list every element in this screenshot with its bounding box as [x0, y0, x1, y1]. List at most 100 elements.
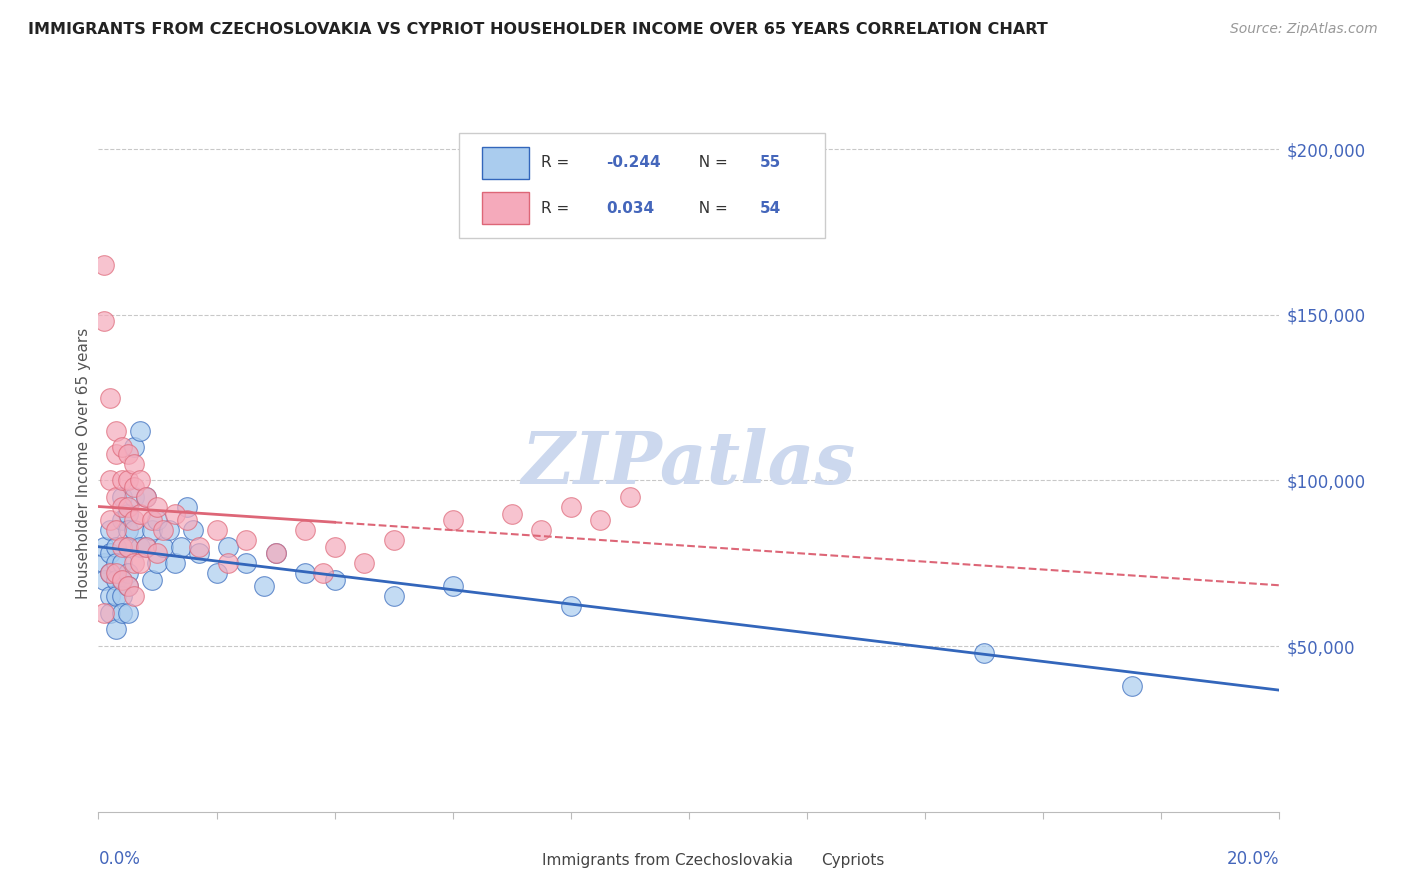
Point	[98, 523, 121, 537]
Point	[117, 447, 139, 461]
Point	[117, 500, 139, 514]
Point	[146, 500, 169, 514]
FancyBboxPatch shape	[506, 847, 536, 874]
Point	[141, 523, 163, 537]
Point	[217, 556, 239, 570]
Point	[141, 513, 163, 527]
Point	[135, 540, 157, 554]
Point	[105, 523, 128, 537]
Point	[111, 540, 134, 554]
Text: ZIPatlas: ZIPatlas	[522, 428, 856, 500]
Point	[382, 533, 405, 547]
Point	[117, 579, 139, 593]
Point	[93, 606, 115, 620]
Point	[353, 556, 375, 570]
Point	[128, 424, 150, 438]
Point	[122, 590, 145, 604]
Point	[117, 606, 139, 620]
Point	[135, 540, 157, 554]
Point	[253, 579, 276, 593]
Point	[117, 566, 139, 581]
Point	[111, 474, 134, 488]
Point	[235, 556, 257, 570]
Point	[93, 258, 115, 272]
Point	[176, 500, 198, 514]
Point	[441, 579, 464, 593]
Point	[165, 556, 187, 570]
Point	[93, 540, 115, 554]
FancyBboxPatch shape	[783, 847, 813, 874]
Point	[105, 573, 128, 587]
Point	[117, 523, 139, 537]
Point	[560, 500, 582, 514]
Point	[105, 424, 128, 438]
Point	[294, 523, 316, 537]
Point	[111, 513, 134, 527]
Point	[122, 490, 145, 504]
Point	[93, 314, 115, 328]
Point	[128, 507, 150, 521]
Point	[973, 646, 995, 660]
Point	[312, 566, 335, 581]
Point	[560, 599, 582, 614]
Point	[122, 440, 145, 454]
Point	[105, 556, 128, 570]
Point	[146, 546, 169, 560]
Point	[93, 556, 115, 570]
Point	[111, 556, 134, 570]
Point	[122, 523, 145, 537]
Point	[105, 490, 128, 504]
Point	[105, 540, 128, 554]
Point	[135, 490, 157, 504]
Point	[1121, 679, 1143, 693]
Point	[135, 490, 157, 504]
Point	[111, 590, 134, 604]
Point	[170, 540, 193, 554]
Point	[122, 480, 145, 494]
Point	[111, 606, 134, 620]
Point	[128, 474, 150, 488]
Text: 54: 54	[759, 201, 782, 216]
Point	[122, 457, 145, 471]
Point	[111, 573, 134, 587]
Point	[441, 513, 464, 527]
Point	[152, 523, 174, 537]
FancyBboxPatch shape	[482, 193, 530, 224]
Point	[589, 513, 612, 527]
Text: Immigrants from Czechoslovakia: Immigrants from Czechoslovakia	[543, 853, 793, 868]
Text: 20.0%: 20.0%	[1227, 850, 1279, 868]
Point	[117, 540, 139, 554]
FancyBboxPatch shape	[458, 134, 825, 238]
Point	[146, 513, 169, 527]
Point	[98, 566, 121, 581]
Point	[111, 440, 134, 454]
Point	[117, 474, 139, 488]
Point	[141, 573, 163, 587]
Point	[98, 391, 121, 405]
Text: 55: 55	[759, 155, 782, 170]
Point	[105, 623, 128, 637]
Point	[205, 566, 228, 581]
Point	[323, 540, 346, 554]
Point	[264, 546, 287, 560]
Point	[105, 447, 128, 461]
Point	[619, 490, 641, 504]
Point	[117, 540, 139, 554]
Text: R =: R =	[541, 155, 575, 170]
Point	[105, 566, 128, 581]
Point	[382, 590, 405, 604]
Point	[98, 566, 121, 581]
Point	[122, 513, 145, 527]
Point	[157, 523, 180, 537]
Point	[117, 579, 139, 593]
Point	[181, 523, 204, 537]
Text: N =: N =	[689, 155, 733, 170]
Point	[501, 507, 523, 521]
Point	[98, 546, 121, 560]
Point	[187, 546, 209, 560]
Point	[235, 533, 257, 547]
Point	[146, 556, 169, 570]
Point	[165, 507, 187, 521]
Point	[264, 546, 287, 560]
Text: 0.034: 0.034	[606, 201, 654, 216]
